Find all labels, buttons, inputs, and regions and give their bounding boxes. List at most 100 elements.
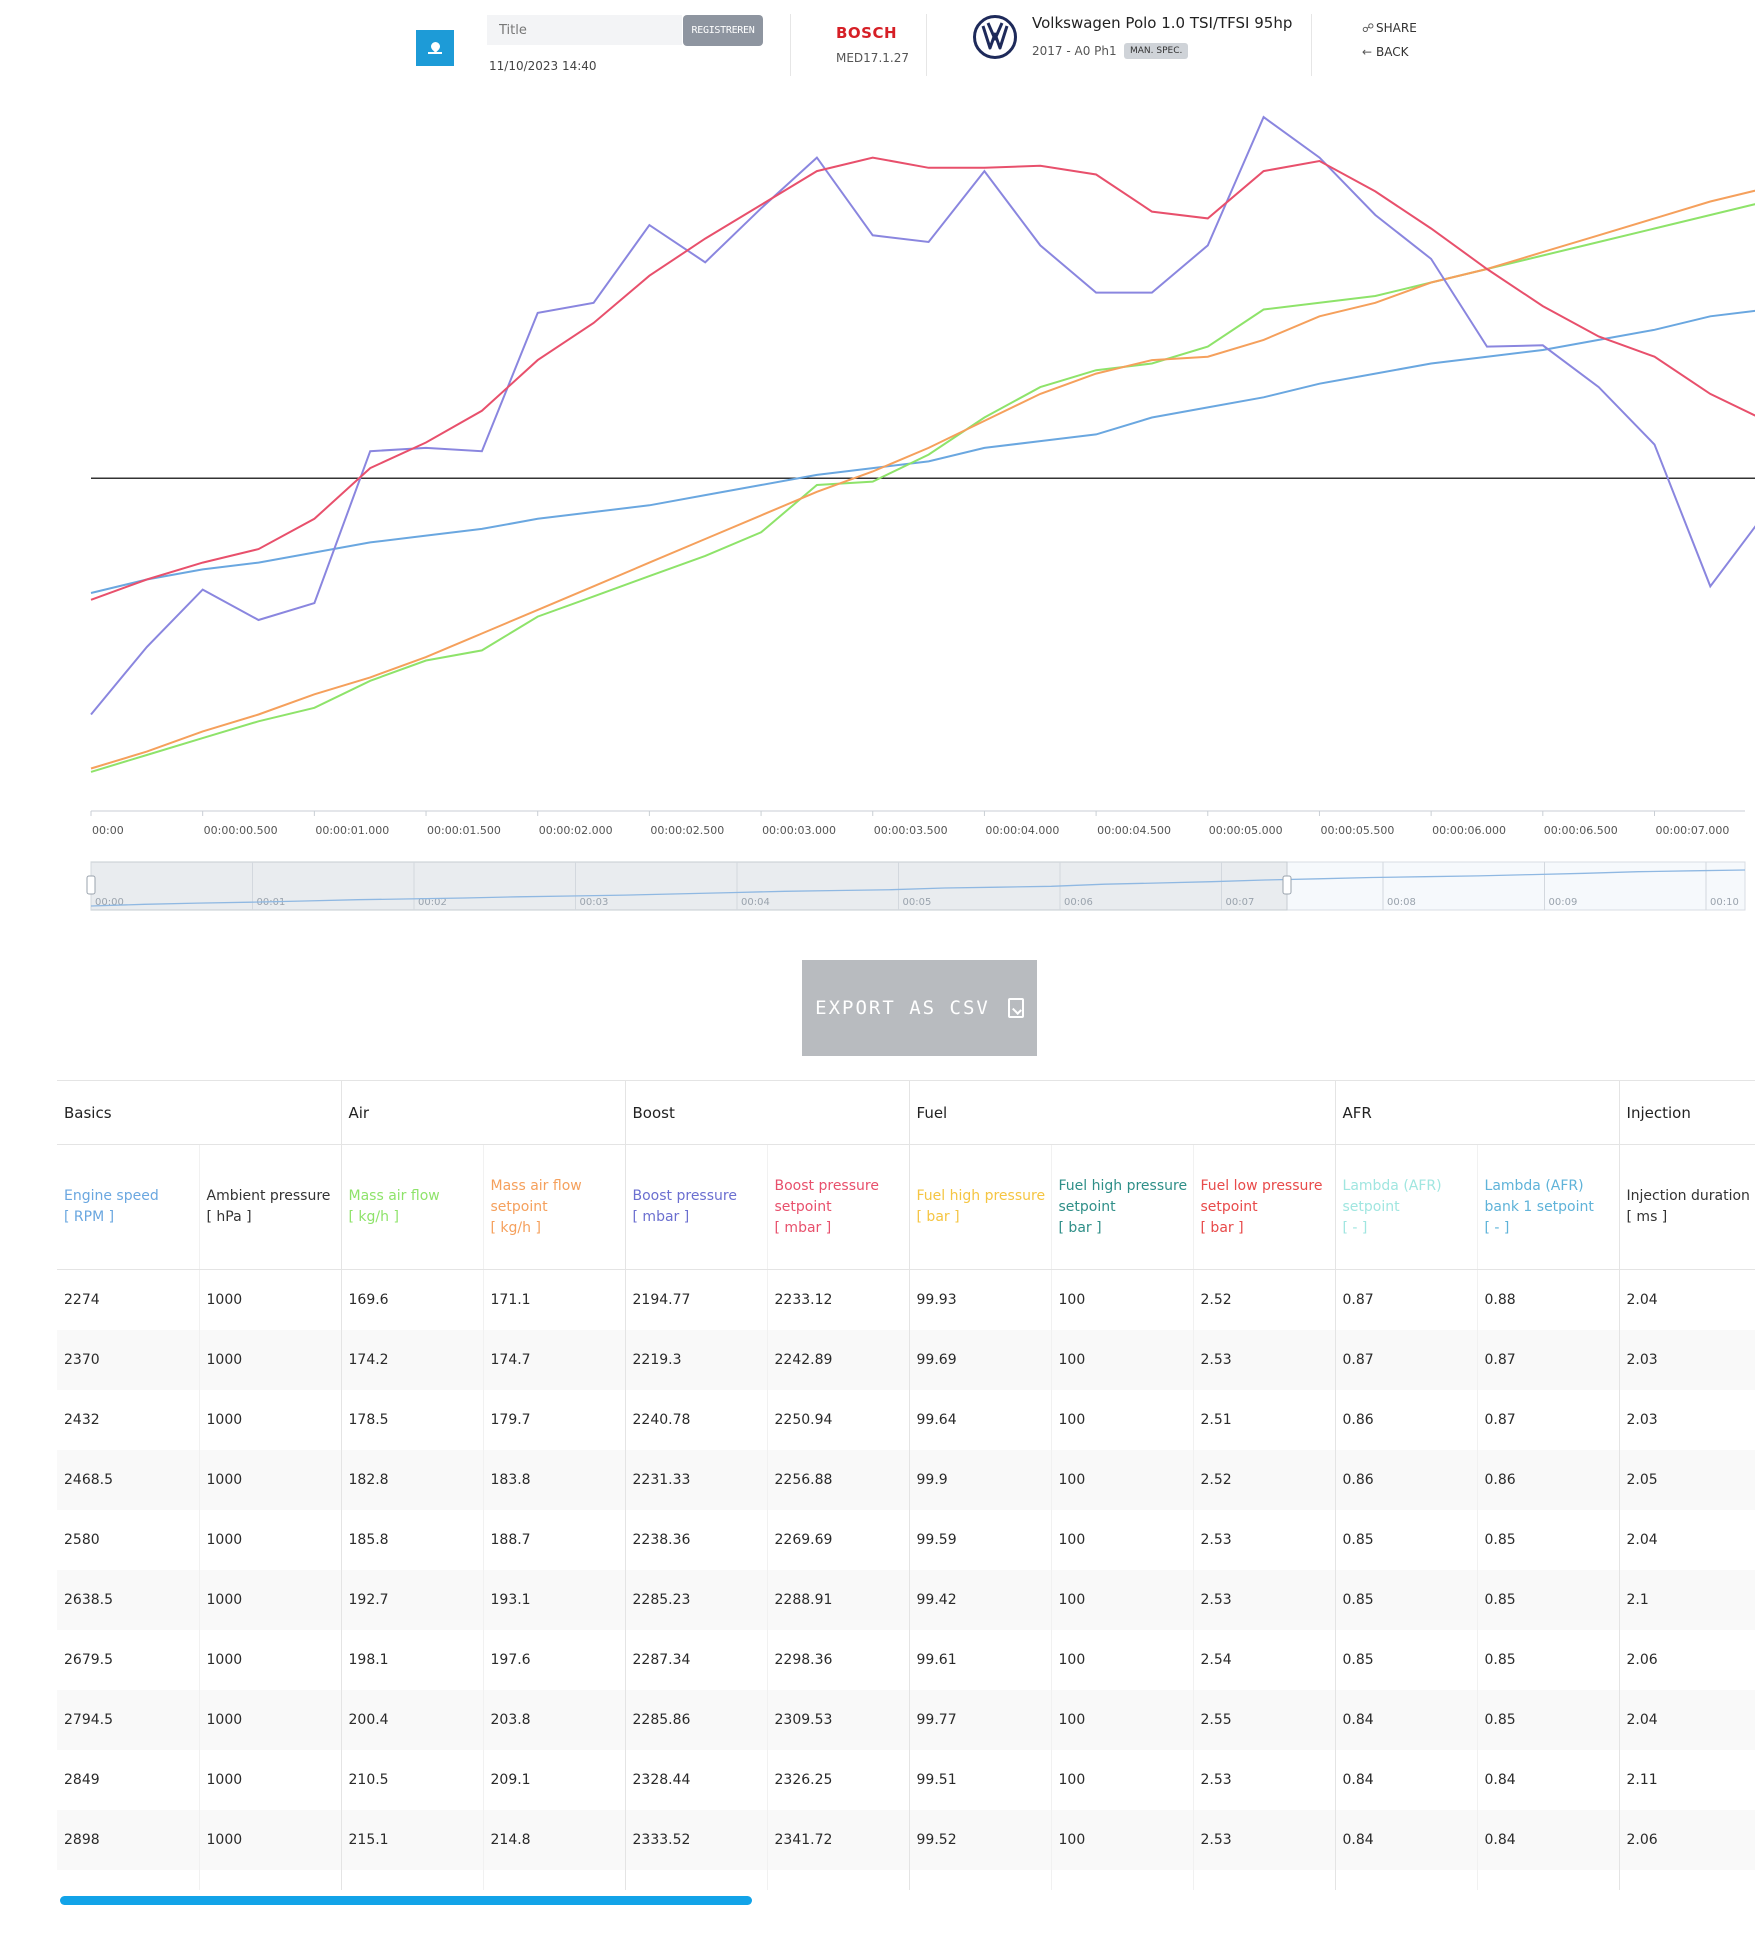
table-cell: 2341.72 xyxy=(766,1809,910,1870)
table-cell: 174.2 xyxy=(340,1329,483,1390)
table-cell: 2.03 xyxy=(1618,1329,1755,1390)
ecu-model: MED17.1.27 xyxy=(836,51,909,65)
table-cell: 2256.88 xyxy=(766,1449,910,1510)
column-header[interactable]: Boost pressure setpoint [ mbar ] xyxy=(766,1144,910,1270)
table-cell: 2219.3 xyxy=(624,1329,768,1390)
register-button[interactable]: REGISTREREN xyxy=(683,15,763,46)
table-row: 2679.5 1000 198.1 197.6 2287.34 2298.36 99.61 1… xyxy=(57,1629,1755,1690)
group-header: Basics xyxy=(57,1080,341,1145)
column-header[interactable]: Mass air flow [ kg/h ] xyxy=(340,1144,483,1270)
navigator-tick-label: 00:01 xyxy=(257,897,286,908)
table-cell: 2.55 xyxy=(1192,1689,1336,1750)
title-input[interactable] xyxy=(487,15,682,45)
column-header[interactable]: Injection duration [ ms ] xyxy=(1618,1144,1755,1270)
table-cell: 2638.5 xyxy=(57,1569,199,1630)
column-name: Mass air flow xyxy=(348,1188,440,1204)
column-header[interactable]: Fuel high pressure setpoint [ bar ] xyxy=(1050,1144,1194,1270)
table-cell: 2.51 xyxy=(1192,1389,1336,1450)
column-unit: [ - ] xyxy=(1342,1219,1368,1236)
log-chart[interactable]: 00:00 00:00:00.500 00:00:01.000 00:00:01.50… xyxy=(0,95,1755,925)
horizontal-scrollbar[interactable] xyxy=(60,1896,752,1905)
table-cell: 99.59 xyxy=(908,1509,1052,1570)
table-cell: 100 xyxy=(1050,1629,1194,1690)
table-cell: 2285.23 xyxy=(624,1569,768,1630)
column-header[interactable]: Mass air flow setpoint [ kg/h ] xyxy=(482,1144,626,1270)
column-header[interactable]: Boost pressure [ mbar ] xyxy=(624,1144,768,1270)
table-cell: 2.53 xyxy=(1192,1749,1336,1810)
app-logo[interactable] xyxy=(416,30,454,66)
table-cell: 169.6 xyxy=(340,1269,483,1330)
vehicle-details: 2017 - A0 Ph1 xyxy=(1032,44,1117,58)
arrow-left-icon: ← xyxy=(1362,45,1373,59)
divider xyxy=(1311,14,1312,76)
navigator-handle-left[interactable] xyxy=(86,875,96,895)
table-cell: 203.8 xyxy=(482,1689,626,1750)
export-csv-button[interactable]: EXPORT AS CSV xyxy=(802,960,1037,1056)
table-cell: 99.93 xyxy=(908,1269,1052,1330)
series-line-5 xyxy=(90,156,1755,601)
link-icon: ☍ xyxy=(1362,21,1375,35)
navigator-tick-label: 00:00 xyxy=(95,897,124,908)
table-cell: 2.52 xyxy=(1192,1269,1336,1330)
table-cell: 0.84 xyxy=(1334,1809,1478,1870)
file-export-icon xyxy=(1007,998,1024,1018)
table-row: 2849 1000 210.5 209.1 2328.44 2326.25 99.51 100… xyxy=(57,1749,1755,1810)
table-cell: 0.87 xyxy=(1334,1329,1478,1390)
table-cell: 0.84 xyxy=(1334,1749,1478,1810)
column-header[interactable]: Ambient pressure [ hPa ] xyxy=(198,1144,341,1270)
table-cell: 99.69 xyxy=(908,1329,1052,1390)
group-header: Boost xyxy=(624,1080,910,1145)
series-line-4 xyxy=(90,115,1755,716)
column-unit: [ bar ] xyxy=(1200,1219,1244,1236)
group-header: Fuel xyxy=(908,1080,1336,1145)
table-cell: 2274 xyxy=(64,1291,100,1308)
navigator-tick-label: 00:10 xyxy=(1710,897,1739,908)
navigator-tick-label: 00:04 xyxy=(741,897,770,908)
navigator-tick-label: 00:03 xyxy=(580,897,609,908)
navigator-tick-label: 00:09 xyxy=(1549,897,1578,908)
data-table: Basics Air Boost Fuel AFR Injection Engine sp… xyxy=(57,1080,1755,1890)
data-table-container[interactable]: Basics Air Boost Fuel AFR Injection Engine sp… xyxy=(57,1080,1755,1900)
table-cell: 0.86 xyxy=(1334,1449,1478,1510)
column-unit: [ hPa ] xyxy=(206,1209,252,1225)
table-cell: 1000 xyxy=(198,1329,341,1390)
column-header[interactable]: Engine speed [ RPM ] xyxy=(57,1144,199,1270)
table-cell: 2.53 xyxy=(1192,1569,1336,1630)
table-cell: 0.87 xyxy=(1476,1389,1620,1450)
table-cell: 2.54 xyxy=(1192,1629,1336,1690)
export-label: EXPORT AS CSV xyxy=(815,997,990,1019)
table-cell: 100 xyxy=(1050,1389,1194,1450)
navigator-tick-label: 00:02 xyxy=(418,897,447,908)
table-cell: 0.85 xyxy=(1334,1569,1478,1630)
table-cell: 1000 xyxy=(198,1629,341,1690)
column-header[interactable]: Lambda (AFR) setpoint [ - ] xyxy=(1334,1144,1478,1270)
table-cell: 2309.53 xyxy=(766,1689,910,1750)
table-cell: 2.06 xyxy=(1618,1809,1755,1870)
column-unit: [ - ] xyxy=(1484,1219,1510,1236)
x-tick-label: 00:00:06.000 xyxy=(1432,824,1506,837)
group-header: Injection xyxy=(1618,1080,1755,1145)
column-header[interactable]: Lambda (AFR) bank 1 setpoint [ - ] xyxy=(1476,1144,1620,1270)
navigator-handle-right[interactable] xyxy=(1282,875,1292,895)
column-name: Engine speed xyxy=(64,1188,159,1204)
table-cell: 2.04 xyxy=(1618,1689,1755,1750)
column-name: Lambda (AFR) setpoint xyxy=(1342,1177,1442,1215)
x-tick-label: 00:00:05.000 xyxy=(1209,824,1283,837)
vw-mark-icon xyxy=(981,22,1009,50)
column-header[interactable]: Fuel low pressure setpoint [ bar ] xyxy=(1192,1144,1336,1270)
table-cell: 2240.78 xyxy=(624,1389,768,1450)
back-link[interactable]: ← BACK xyxy=(1362,45,1408,59)
table-cell: 99.77 xyxy=(908,1689,1052,1750)
column-name: Mass air flow setpoint xyxy=(490,1177,582,1215)
table-cell: 2849 xyxy=(64,1771,100,1788)
column-header[interactable]: Fuel high pressure [ bar ] xyxy=(908,1144,1052,1270)
table-cell: 0.85 xyxy=(1334,1509,1478,1570)
x-tick-label: 00:00 xyxy=(92,824,124,837)
table-cell: 2287.34 xyxy=(624,1629,768,1690)
table-cell: 0.87 xyxy=(1334,1269,1478,1330)
x-tick-label: 00:00:01.000 xyxy=(315,824,389,837)
table-cell: 2326.25 xyxy=(766,1749,910,1810)
share-link[interactable]: ☍ SHARE xyxy=(1362,21,1417,35)
table-cell: 2231.33 xyxy=(624,1449,768,1510)
table-cell: 0.86 xyxy=(1334,1389,1478,1450)
